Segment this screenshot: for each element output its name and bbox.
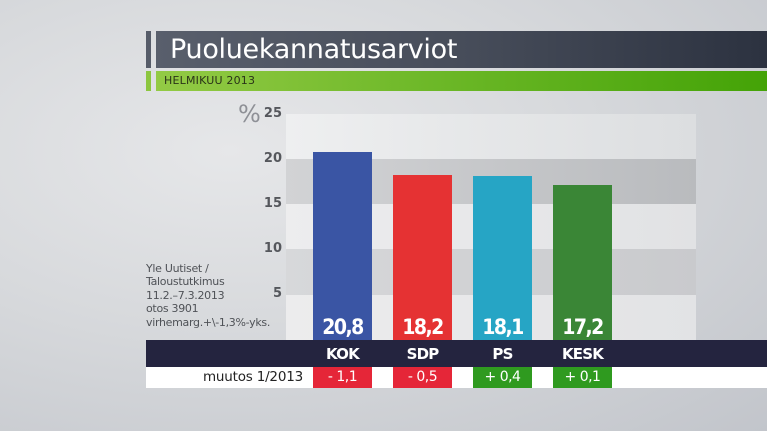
bar-kok: 20,8 xyxy=(313,152,372,340)
bar-value-kesk: 17,2 xyxy=(562,315,604,339)
change-row-label: muutos 1/2013 xyxy=(202,369,303,385)
source-line: otos 3901 xyxy=(146,302,199,316)
change-row: muutos 1/2013 - 1,1 - 0,5 + 0,4 + 0,1 xyxy=(146,367,767,388)
title-bar: Puoluekannatusarviot xyxy=(156,31,767,68)
party-label-sdp: SDP xyxy=(406,345,440,363)
title-accent-bar xyxy=(146,31,151,68)
source-note: Yle Uutiset / Taloustutkimus 11.2.–7.3.2… xyxy=(146,262,270,329)
source-line: virhemarg.+\-1,3%-yks. xyxy=(146,315,271,329)
change-ps: + 0,4 xyxy=(473,367,532,388)
chart-title: Puoluekannatusarviot xyxy=(170,34,458,65)
grid-band xyxy=(286,114,696,159)
change-kesk: + 0,1 xyxy=(553,367,612,388)
subtitle-bar: HELMIKUU 2013 xyxy=(156,71,767,91)
y-tick-15: 15 xyxy=(263,196,282,211)
y-tick-5: 5 xyxy=(272,286,282,301)
y-tick-20: 20 xyxy=(263,151,282,166)
y-tick-25: 25 xyxy=(263,106,282,121)
party-label-ps: PS xyxy=(492,345,513,363)
y-tick-10: 10 xyxy=(263,241,282,256)
source-line: 11.2.–7.3.2013 xyxy=(146,288,225,302)
party-label-kesk: KESK xyxy=(561,345,604,363)
bar-sdp: 18,2 xyxy=(393,175,452,340)
source-line: Yle Uutiset / xyxy=(146,262,209,275)
y-axis-unit: % xyxy=(238,100,261,128)
bar-value-kok: 20,8 xyxy=(322,315,364,339)
change-sdp: - 0,5 xyxy=(393,367,452,388)
party-label-kok: KOK xyxy=(326,345,360,363)
bar-ps: 18,1 xyxy=(473,176,532,340)
bar-value-sdp: 18,2 xyxy=(402,315,444,339)
bar-kesk: 17,2 xyxy=(553,185,612,340)
source-line: Taloustutkimus xyxy=(146,275,225,289)
party-label-band: KOK SDP PS KESK xyxy=(146,340,767,367)
bar-value-ps: 18,1 xyxy=(482,315,524,339)
subtitle-accent-bar xyxy=(146,71,151,91)
chart-subtitle: HELMIKUU 2013 xyxy=(164,74,256,87)
change-kok: - 1,1 xyxy=(313,367,372,388)
